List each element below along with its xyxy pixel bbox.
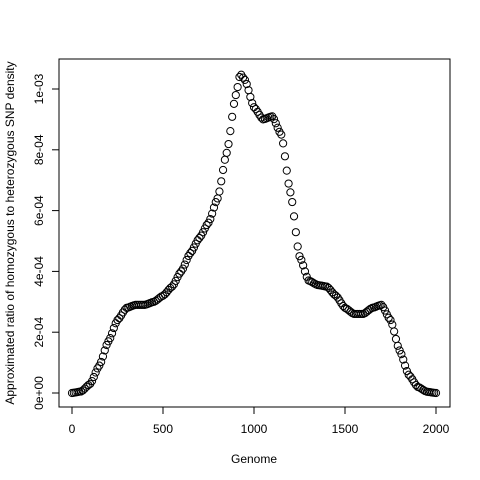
data-point — [109, 323, 118, 333]
data-point — [295, 252, 304, 261]
data-point — [217, 177, 226, 186]
data-point — [107, 329, 117, 338]
data-point — [297, 255, 306, 264]
data-points — [67, 70, 441, 398]
data-point — [178, 264, 188, 273]
data-point — [238, 73, 248, 82]
data-point — [277, 130, 286, 139]
y-tick-label: 0e+00 — [32, 376, 46, 410]
data-point — [180, 260, 189, 269]
data-point — [397, 350, 406, 359]
data-point — [384, 313, 393, 322]
data-point — [246, 92, 255, 102]
data-point — [377, 300, 386, 309]
data-point — [226, 127, 235, 136]
data-point — [208, 209, 217, 218]
data-point — [289, 212, 299, 221]
y-tick-label: 6e-04 — [32, 195, 46, 226]
data-point — [186, 249, 195, 258]
data-point — [218, 165, 228, 175]
data-point — [231, 90, 240, 100]
data-point — [293, 242, 302, 251]
data-point — [282, 166, 291, 175]
data-point — [115, 314, 124, 323]
data-point — [300, 267, 310, 276]
data-point — [240, 75, 249, 84]
data-point — [291, 228, 300, 237]
x-tick-label: 0 — [69, 422, 76, 436]
data-point — [406, 372, 415, 381]
data-point — [248, 98, 257, 108]
x-tick-label: 2000 — [423, 422, 450, 436]
data-point — [242, 79, 251, 89]
data-point — [299, 261, 308, 270]
data-point — [366, 304, 375, 313]
data-point — [309, 279, 319, 288]
data-point — [222, 148, 231, 157]
y-tick-label: 2e-04 — [32, 317, 46, 348]
data-point — [168, 282, 177, 291]
data-point — [280, 152, 290, 161]
data-point — [95, 361, 104, 370]
data-point — [106, 333, 115, 343]
y-tick-label: 8e-04 — [32, 134, 46, 165]
data-point — [182, 255, 191, 265]
data-point — [89, 372, 98, 382]
data-point — [87, 377, 97, 386]
data-point — [393, 341, 402, 350]
y-tick-label: 4e-04 — [32, 256, 46, 287]
data-point — [288, 197, 297, 207]
data-point — [202, 220, 211, 230]
data-point — [273, 123, 282, 132]
x-tick-label: 1500 — [332, 422, 359, 436]
data-point — [286, 188, 295, 197]
data-point — [98, 352, 108, 361]
data-point — [195, 233, 204, 243]
data-point — [333, 293, 342, 302]
x-tick-label: 500 — [153, 422, 173, 436]
data-point — [390, 327, 399, 336]
data-point — [229, 99, 239, 108]
data-point — [269, 115, 279, 124]
data-point — [402, 366, 411, 376]
data-point — [400, 361, 410, 370]
data-point — [215, 187, 224, 196]
data-point — [431, 388, 441, 398]
data-point — [97, 357, 106, 367]
data-point — [209, 203, 219, 212]
data-point — [380, 306, 390, 315]
data-point — [189, 243, 199, 252]
data-point — [233, 82, 242, 92]
data-point — [204, 218, 213, 227]
data-point — [279, 139, 288, 148]
data-point — [271, 119, 280, 128]
data-point — [211, 198, 220, 207]
data-point — [386, 315, 395, 325]
data-point — [206, 214, 215, 224]
y-tick-label: 1e-03 — [32, 73, 46, 104]
y-axis: 0e+00 2e-04 4e-04 6e-04 8e-04 1e-03 — [32, 73, 60, 410]
data-point — [100, 346, 109, 355]
y-axis-title: Approximated ratio of homozygous to hete… — [3, 61, 17, 404]
data-point — [284, 179, 293, 188]
data-point — [228, 112, 237, 121]
data-point — [224, 139, 233, 149]
data-point — [399, 355, 408, 364]
data-point — [198, 228, 208, 237]
x-axis-title: Genome — [231, 452, 277, 466]
data-point — [395, 346, 404, 355]
data-point — [91, 368, 100, 377]
x-tick-label: 1000 — [241, 422, 268, 436]
data-point — [251, 104, 260, 114]
data-point — [171, 276, 180, 285]
x-axis: 0 500 1000 1500 2000 — [69, 406, 450, 436]
data-point — [102, 340, 111, 350]
